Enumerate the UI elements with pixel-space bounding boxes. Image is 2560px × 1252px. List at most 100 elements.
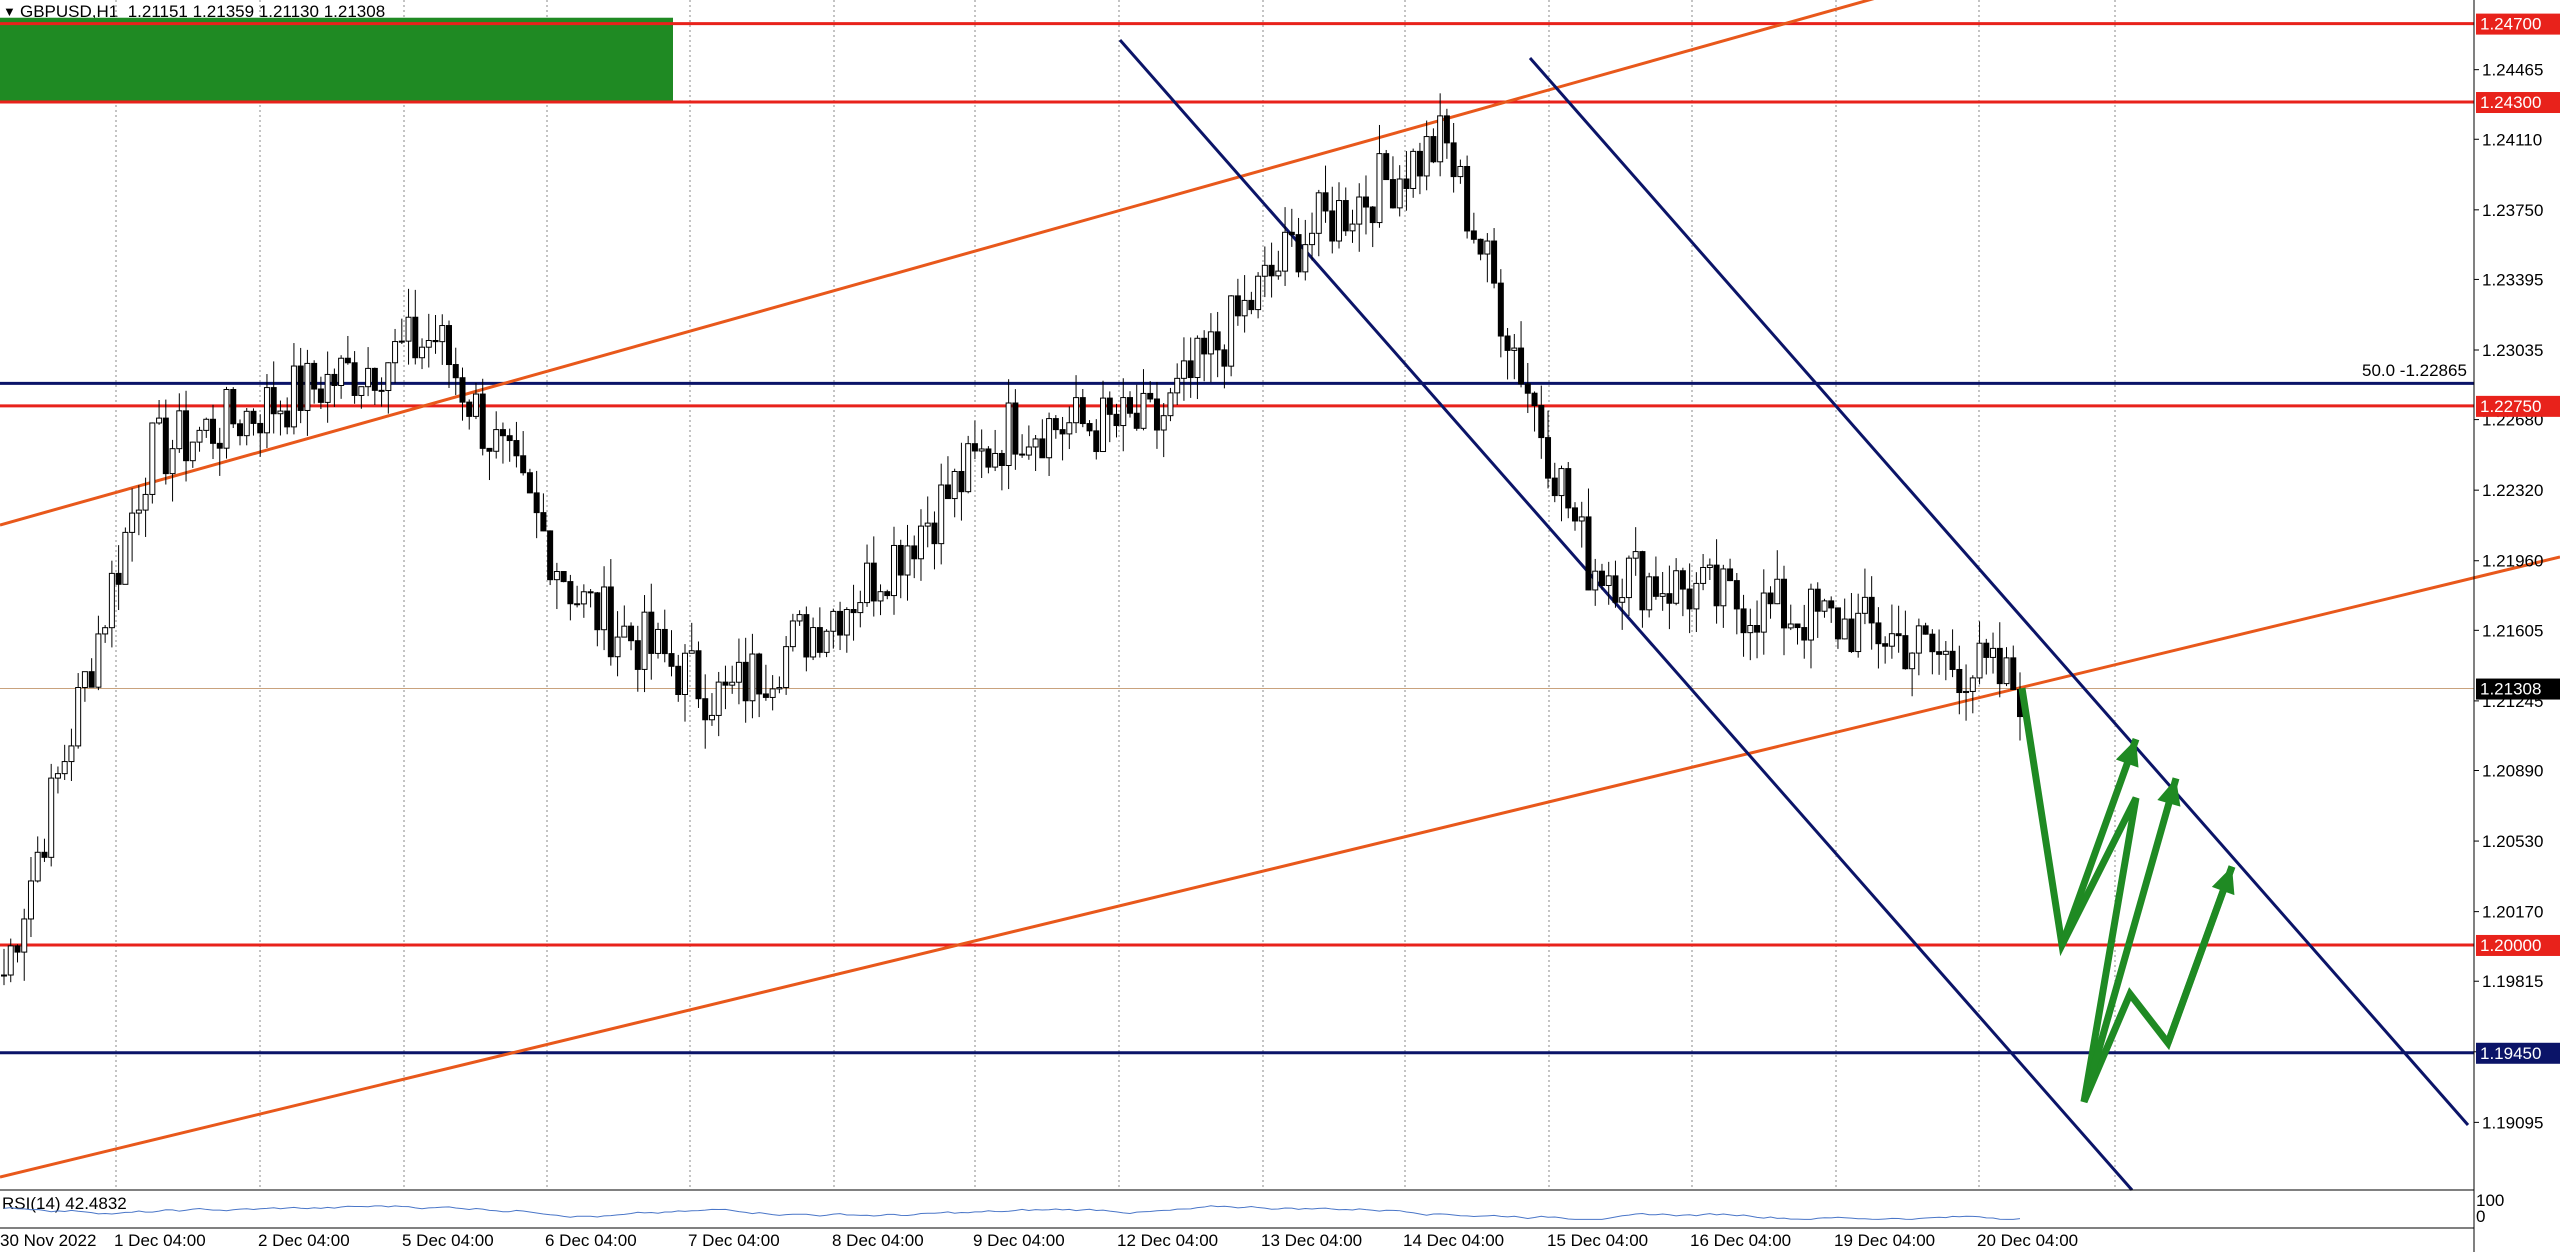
candle	[331, 368, 338, 407]
candle	[493, 411, 500, 459]
candle	[311, 360, 318, 404]
candle	[1828, 596, 1835, 623]
candle	[230, 387, 237, 429]
blue-channel-upper[interactable]	[1528, 57, 2470, 1126]
candle	[1807, 583, 1814, 669]
candle	[978, 429, 985, 478]
candle	[479, 378, 486, 456]
candle	[1983, 638, 1990, 675]
candle	[648, 583, 655, 680]
symbol-header: GBPUSD,H1 1.21151 1.21359 1.21130 1.2130…	[20, 2, 386, 21]
candle	[1032, 434, 1039, 472]
candle	[594, 591, 601, 647]
y-tick-label: 1.24465	[2482, 61, 2543, 80]
arrow-head-icon	[2115, 739, 2139, 768]
candle	[1073, 375, 1080, 434]
level-tag	[2476, 92, 2560, 114]
candle	[1376, 124, 1383, 228]
candle	[628, 622, 635, 651]
candle	[1949, 629, 1956, 678]
candle	[729, 665, 736, 694]
candle	[1295, 217, 1302, 278]
candle	[270, 361, 277, 434]
candle	[162, 399, 169, 485]
candle	[830, 608, 837, 649]
candle	[1046, 412, 1053, 476]
candle	[486, 447, 493, 481]
orange-channel-upper[interactable]	[0, 0, 2474, 527]
candle	[1733, 572, 1740, 635]
level-tag-label: 1.20000	[2480, 936, 2541, 955]
candle	[297, 347, 304, 424]
candle	[668, 630, 675, 677]
candle	[1969, 675, 1976, 714]
candle	[1565, 462, 1572, 519]
candle	[41, 838, 48, 862]
candle	[1086, 420, 1093, 437]
candle	[614, 611, 621, 677]
candle	[1511, 334, 1518, 380]
candle	[911, 535, 918, 579]
candle	[1160, 403, 1167, 458]
candle	[1079, 388, 1086, 428]
price-axis: 1.244651.241101.237501.233951.230351.226…	[2474, 13, 2560, 1132]
current-price-tag	[2476, 678, 2560, 700]
candle	[1113, 403, 1120, 438]
candle	[735, 638, 742, 705]
candle	[762, 664, 769, 701]
candle	[243, 408, 250, 446]
candle	[1666, 565, 1673, 630]
candle	[1625, 555, 1632, 617]
candle	[796, 610, 803, 626]
candle	[1396, 165, 1403, 217]
candle	[1990, 632, 1997, 674]
candle	[142, 477, 149, 537]
candle	[560, 571, 567, 583]
candle	[1727, 558, 1734, 582]
level-tag-label: 1.19450	[2480, 1044, 2541, 1063]
candle	[1639, 550, 1646, 628]
candle	[513, 421, 520, 468]
candle	[938, 463, 945, 565]
candle	[21, 908, 28, 981]
candle	[14, 944, 21, 963]
candle	[574, 585, 581, 608]
arrow-head-icon	[2211, 866, 2235, 896]
candle	[1066, 406, 1073, 450]
chart-frame	[0, 0, 2475, 1252]
candle	[1801, 604, 1808, 659]
candle	[1976, 621, 1983, 685]
candle	[1531, 391, 1538, 432]
candle	[506, 428, 513, 462]
candle	[129, 488, 136, 562]
x-tick-label: 7 Dec 04:00	[688, 1231, 780, 1250]
candle	[1120, 378, 1127, 452]
candle	[884, 589, 891, 600]
candle	[1518, 321, 1525, 388]
candle	[48, 763, 55, 867]
rsi-axis-top: 100	[2476, 1191, 2504, 1210]
candle	[1963, 664, 1970, 721]
menu-arrow-icon[interactable]: ▼	[3, 4, 16, 19]
candle	[1005, 379, 1012, 490]
candle	[601, 566, 608, 651]
candle	[284, 397, 291, 435]
candle	[1781, 565, 1788, 656]
candle	[1194, 335, 1201, 400]
candle	[1315, 189, 1322, 257]
level-tag-label: 1.22750	[2480, 397, 2541, 416]
blue-channel-lower[interactable]	[1118, 39, 2134, 1191]
candle	[1491, 228, 1498, 289]
candle	[1416, 142, 1423, 195]
candle	[1248, 291, 1255, 315]
candle	[365, 347, 372, 397]
orange-channel-lower[interactable]	[0, 555, 2560, 1179]
candle	[189, 441, 196, 468]
candle	[499, 422, 506, 464]
candle	[102, 625, 109, 643]
candle	[1598, 563, 1605, 590]
candle	[1093, 419, 1100, 460]
candle	[1, 948, 7, 986]
